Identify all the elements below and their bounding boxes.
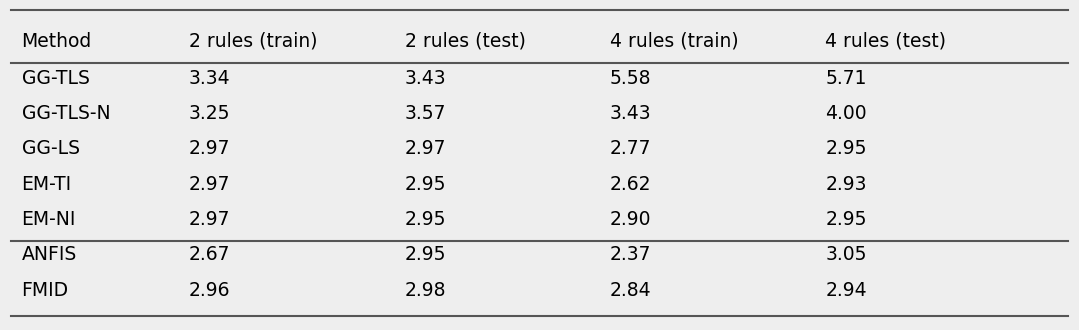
Text: 2.97: 2.97 [405, 140, 446, 158]
Text: 2.93: 2.93 [825, 175, 866, 194]
Text: 4 rules (test): 4 rules (test) [825, 32, 946, 51]
Text: 2.84: 2.84 [610, 281, 652, 300]
Text: 2.97: 2.97 [189, 175, 230, 194]
Text: 2.77: 2.77 [610, 140, 651, 158]
Text: 3.43: 3.43 [610, 104, 652, 123]
Text: 2.67: 2.67 [189, 246, 230, 264]
Text: EM-TI: EM-TI [22, 175, 71, 194]
Text: 2.37: 2.37 [610, 246, 651, 264]
Text: 2.62: 2.62 [610, 175, 651, 194]
Text: ANFIS: ANFIS [22, 246, 77, 264]
Text: 3.43: 3.43 [405, 69, 447, 88]
Text: 2 rules (test): 2 rules (test) [405, 32, 525, 51]
Text: 4.00: 4.00 [825, 104, 868, 123]
Text: 3.05: 3.05 [825, 246, 866, 264]
Text: GG-TLS-N: GG-TLS-N [22, 104, 110, 123]
Text: 2.94: 2.94 [825, 281, 868, 300]
Text: 3.34: 3.34 [189, 69, 231, 88]
Text: 2.95: 2.95 [405, 210, 446, 229]
Text: GG-LS: GG-LS [22, 140, 80, 158]
Text: 5.58: 5.58 [610, 69, 651, 88]
Text: 2.95: 2.95 [405, 246, 446, 264]
Text: 2.98: 2.98 [405, 281, 446, 300]
Text: 2.95: 2.95 [405, 175, 446, 194]
Text: 3.57: 3.57 [405, 104, 446, 123]
Text: 5.71: 5.71 [825, 69, 866, 88]
Text: 2.90: 2.90 [610, 210, 651, 229]
Text: 2.97: 2.97 [189, 140, 230, 158]
Text: 2.96: 2.96 [189, 281, 230, 300]
Text: GG-TLS: GG-TLS [22, 69, 90, 88]
Text: 2 rules (train): 2 rules (train) [189, 32, 317, 51]
Text: Method: Method [22, 32, 92, 51]
Text: 2.95: 2.95 [825, 140, 866, 158]
Text: FMID: FMID [22, 281, 69, 300]
Text: 4 rules (train): 4 rules (train) [610, 32, 738, 51]
Text: 2.95: 2.95 [825, 210, 866, 229]
Text: 2.97: 2.97 [189, 210, 230, 229]
Text: 3.25: 3.25 [189, 104, 230, 123]
Text: EM-NI: EM-NI [22, 210, 76, 229]
